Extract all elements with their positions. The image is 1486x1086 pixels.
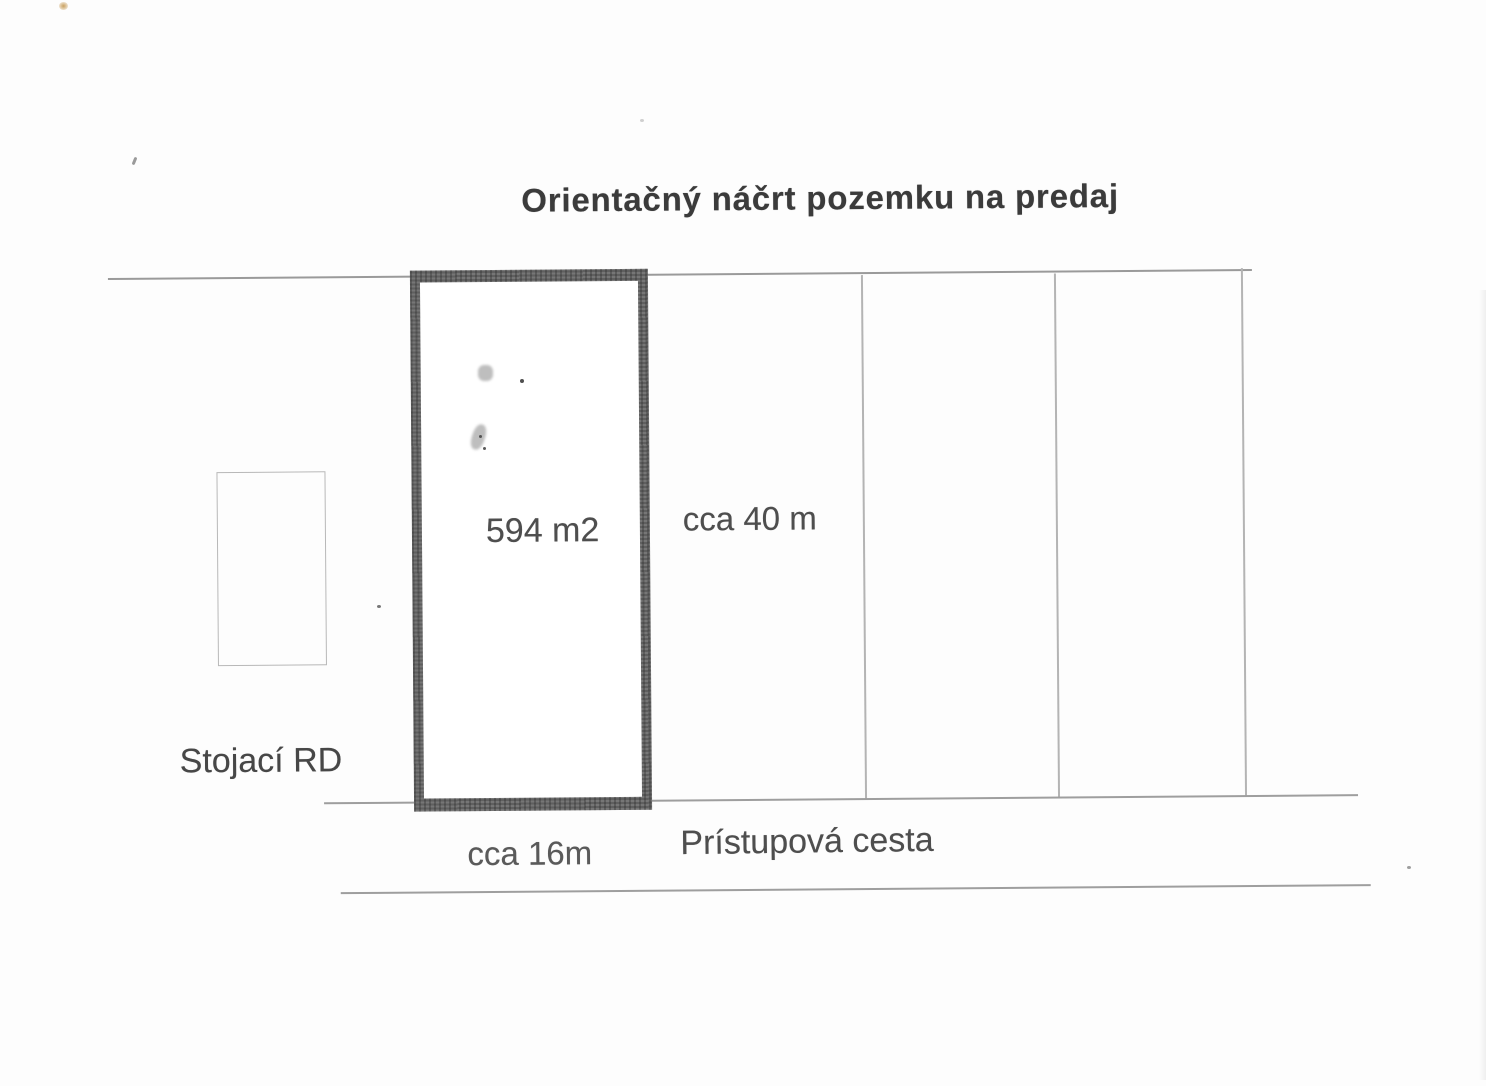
parcel-divider-line-1 (860, 275, 867, 800)
road-edge-line-bottom (340, 884, 1371, 894)
scan-speck (1407, 866, 1411, 869)
scan-speck (377, 605, 381, 608)
parcel-divider-line-3 (1240, 268, 1247, 797)
page-title: Orientačný náčrt pozemku na predaj (521, 177, 1119, 219)
scan-smudge (478, 365, 493, 381)
scan-speck (479, 435, 482, 438)
plot-depth-label: cca 40 m (682, 499, 817, 538)
house-label: Stojací RD (179, 741, 343, 781)
scan-speck-yellow (59, 2, 68, 10)
house-outline (216, 471, 327, 667)
scan-speck (520, 379, 524, 383)
plot-area-label: 594 m2 (485, 511, 600, 551)
scan-speck (483, 447, 486, 450)
road-label: Prístupová cesta (680, 820, 934, 863)
plot-width-label: cca 16m (467, 834, 593, 873)
scan-speck (640, 119, 644, 122)
scan-edge-shadow (1479, 290, 1486, 1080)
boundary-line-top (107, 268, 1252, 280)
parcel-divider-line-2 (1053, 273, 1060, 798)
